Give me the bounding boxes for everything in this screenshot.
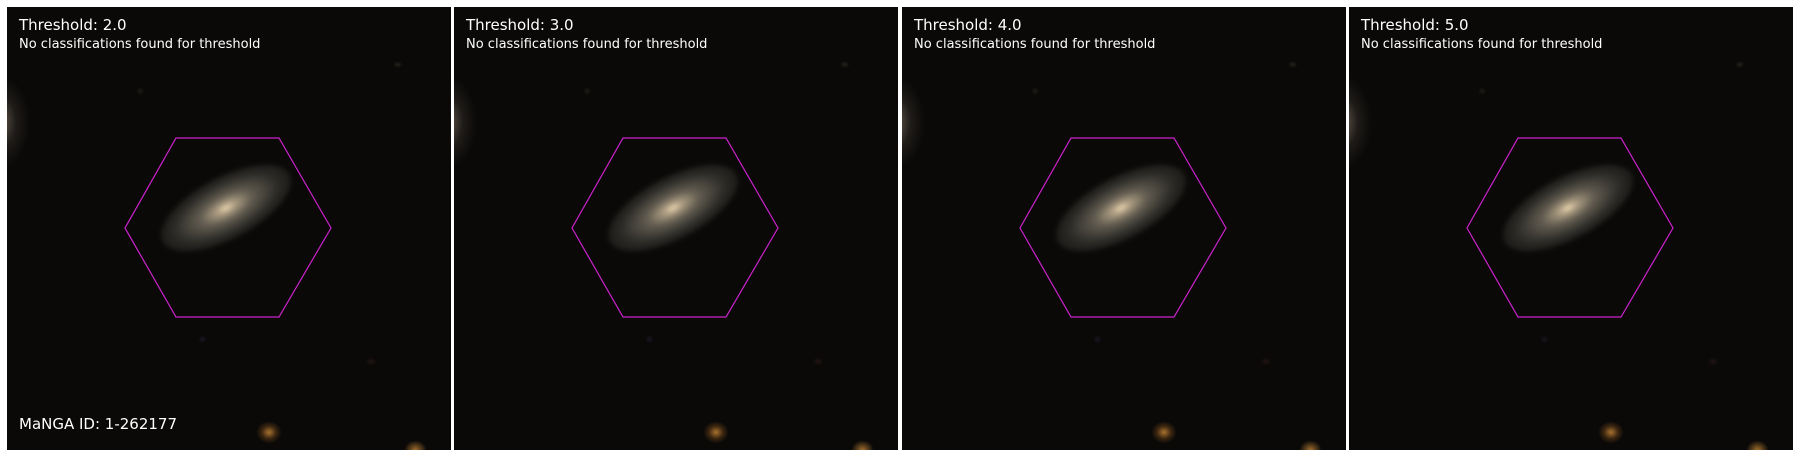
ifu-hexagon	[1466, 137, 1674, 318]
panel-message: No classifications found for threshold	[1361, 37, 1603, 52]
image-panel-2: Threshold: 3.0 No classifications found …	[454, 7, 898, 450]
image-panel-3: Threshold: 4.0 No classifications found …	[902, 7, 1346, 450]
image-panel-4: Threshold: 5.0 No classifications found …	[1349, 7, 1793, 450]
panel-title: Threshold: 5.0	[1361, 16, 1469, 34]
panel-title: Threshold: 3.0	[466, 16, 574, 34]
manga-id-label: MaNGA ID: 1-262177	[19, 415, 178, 433]
panel-title: Threshold: 4.0	[914, 16, 1022, 34]
ifu-hexagon	[1019, 137, 1227, 318]
panel-message: No classifications found for threshold	[914, 37, 1156, 52]
image-panel-1: Threshold: 2.0 No classifications found …	[7, 7, 451, 450]
ifu-hexagon	[124, 137, 332, 318]
ifu-hexagon	[571, 137, 779, 318]
panel-title: Threshold: 2.0	[19, 16, 127, 34]
panel-message: No classifications found for threshold	[466, 37, 708, 52]
panel-message: No classifications found for threshold	[19, 37, 261, 52]
